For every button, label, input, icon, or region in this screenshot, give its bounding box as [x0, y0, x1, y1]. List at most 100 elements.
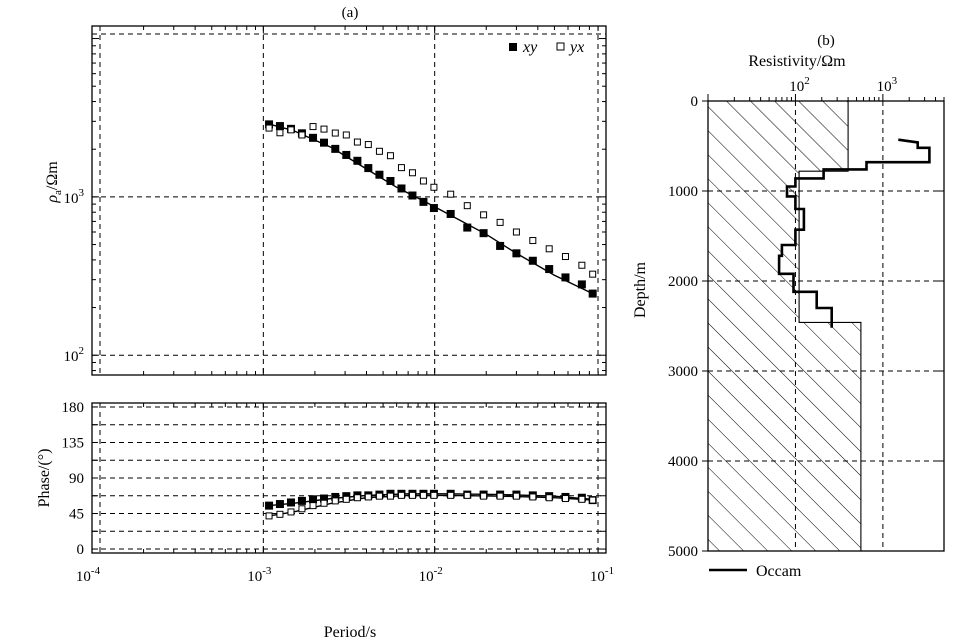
- resistivity-point-xy: [588, 289, 597, 298]
- model-x-tick-labels: 102 103: [789, 75, 897, 95]
- resistivity-point-yx: [397, 164, 405, 172]
- phase-point-xy: [297, 496, 306, 505]
- rho-symbol: ρ: [44, 195, 61, 204]
- phase-point-yx: [447, 491, 455, 499]
- tick-label-base: 10: [590, 569, 605, 585]
- model-frame: [707, 100, 945, 552]
- phase-y-tick-labels: 0 45 90 135 180: [62, 400, 85, 558]
- tick-label-exponent: -3: [262, 565, 272, 577]
- resistivity-point-xy: [528, 256, 537, 265]
- phase-point-yx: [561, 495, 569, 503]
- resistivity-point-yx: [265, 124, 273, 132]
- model-legend: Occam: [709, 563, 802, 580]
- phase-point-yx: [320, 499, 328, 507]
- model-y-tick-label: 1000: [668, 184, 698, 200]
- resistivity-point-xy: [463, 223, 472, 232]
- resistivity-point-xy: [342, 150, 351, 159]
- model-x-tick-label: 103: [877, 75, 898, 95]
- true-model-hatched-area: [708, 101, 861, 551]
- phase-point-yx: [364, 493, 372, 501]
- model-y-axis-label: Depth/m: [632, 261, 649, 318]
- tick-label-base: 10: [64, 349, 79, 365]
- resistivity-point-xy: [364, 164, 373, 173]
- resistivity-point-yx: [529, 237, 537, 245]
- model-y-tick-label: 2000: [668, 274, 698, 290]
- phase-grid: [92, 403, 606, 553]
- phase-y-tick-label: 45: [69, 507, 84, 523]
- phase-ticks: [91, 403, 606, 553]
- phase-point-xy: [265, 501, 274, 510]
- phase-y-tick-label: 180: [62, 400, 85, 416]
- tick-label-base: 10: [419, 569, 434, 585]
- tick-label-exponent: 2: [79, 345, 85, 357]
- phase-y-tick-label: 135: [62, 435, 85, 451]
- resistivity-point-xy: [429, 204, 438, 213]
- panel-b-label: (b): [817, 33, 835, 49]
- phase-point-yx: [408, 491, 416, 499]
- period-x-tick-label: 10-3: [247, 565, 272, 585]
- resistivity-frame: [91, 25, 607, 376]
- phase-point-yx: [480, 492, 488, 500]
- phase-point-yx: [512, 492, 520, 500]
- resistivity-point-xy: [309, 133, 318, 142]
- resistivity-point-yx: [309, 123, 317, 131]
- resistivity-point-yx: [298, 131, 306, 139]
- panel-a-label: (a): [342, 5, 359, 21]
- resistivity-point-xy: [446, 209, 455, 218]
- phase-fit-curves: [268, 493, 593, 517]
- phase-point-yx: [463, 491, 471, 499]
- period-x-tick-label: 10-1: [590, 565, 614, 585]
- resistivity-point-xy: [353, 156, 362, 165]
- resistivity-point-xy: [408, 191, 417, 200]
- period-x-axis-label: Period/s: [324, 624, 376, 641]
- phase-point-yx: [578, 495, 586, 503]
- phase-series-yx: [265, 491, 597, 520]
- tick-label-exponent: 3: [892, 75, 898, 87]
- phase-y-axis-label: Phase/(°): [36, 449, 53, 508]
- resistivity-point-yx: [375, 147, 383, 155]
- resistivity-point-yx: [276, 129, 284, 137]
- legend-yx-label: yx: [568, 39, 584, 56]
- resistivity-point-yx: [561, 253, 569, 261]
- model-y-tick-label: 0: [691, 94, 699, 110]
- resistivity-point-yx: [408, 169, 416, 177]
- phase-frame: [91, 402, 607, 554]
- model-y-tick-label: 4000: [668, 454, 698, 470]
- occam-model-line: [777, 138, 931, 328]
- resistivity-y-axis-label: ρa/Ωm: [44, 161, 64, 204]
- resistivity-point-yx: [578, 261, 586, 269]
- resistivity-point-xy: [375, 170, 384, 179]
- resistivity-point-xy: [275, 122, 284, 131]
- rho-unit: /Ωm: [44, 161, 61, 190]
- resistivity-point-xy: [479, 229, 488, 238]
- resistivity-series-xy: [265, 120, 597, 298]
- resistivity-point-xy: [545, 265, 554, 274]
- resistivity-point-yx: [480, 211, 488, 219]
- model-panel: (b) Resistivity/Ωm 102 103 01000200030004…: [632, 33, 945, 580]
- tick-label-base: 10: [76, 569, 91, 585]
- resistivity-point-yx: [496, 218, 504, 226]
- model-grid: [708, 101, 944, 551]
- tick-label-exponent: -2: [434, 565, 443, 577]
- phase-point-yx: [331, 497, 339, 505]
- resistivity-point-xy: [320, 138, 329, 147]
- legend-yx-marker: [556, 42, 565, 51]
- period-x-tick-label: 10-2: [419, 565, 443, 585]
- resistivity-point-yx: [512, 228, 520, 236]
- resistivity-point-yx: [463, 202, 471, 210]
- phase-point-yx: [342, 495, 350, 503]
- tick-label-base: 10: [247, 569, 262, 585]
- resistivity-point-xy: [386, 176, 395, 185]
- model-y-tick-labels: 0 1000 2000 3000 4000 5000: [668, 94, 698, 560]
- resistivity-point-yx: [364, 141, 372, 149]
- model-x-tick-label: 102: [789, 75, 810, 95]
- model-x-axis-label: Resistivity/Ωm: [748, 53, 846, 70]
- phase-point-yx: [309, 502, 317, 510]
- phase-y-tick-label: 90: [69, 471, 84, 487]
- resistivity-point-yx: [545, 245, 553, 253]
- resistivity-ticks: [91, 26, 606, 375]
- tick-label-exponent: -4: [91, 565, 101, 577]
- resistivity-point-xy: [331, 144, 340, 153]
